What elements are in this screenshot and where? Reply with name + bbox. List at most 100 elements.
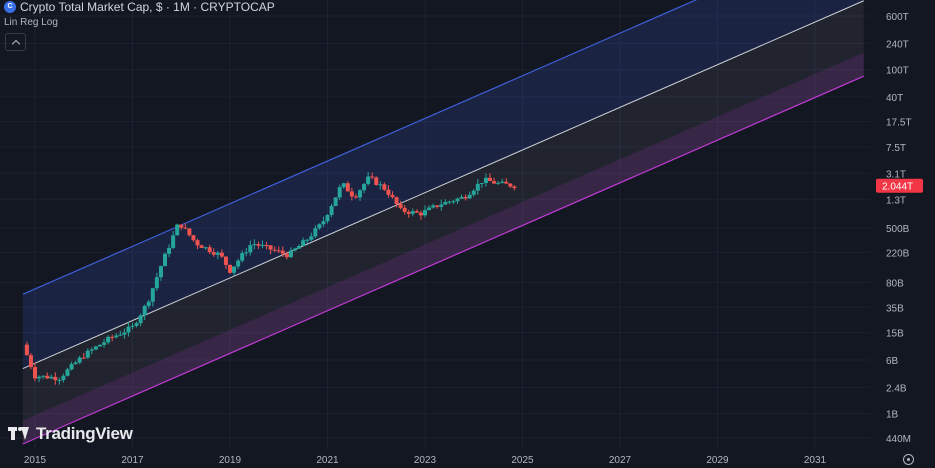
candle-body (142, 305, 147, 316)
candle-body (500, 181, 505, 183)
candle-body (228, 264, 232, 273)
candle-body (175, 224, 180, 236)
candle-body (215, 252, 220, 255)
candle-body (475, 183, 480, 191)
y-axis-label: 15B (886, 329, 904, 340)
symbol-title[interactable]: Crypto Total Market Cap, $ · 1M · CRYPTO… (20, 0, 275, 14)
candle-body (504, 181, 509, 184)
x-axis-label: 2027 (609, 455, 632, 466)
candle-body (73, 362, 78, 365)
settings-gear-icon[interactable] (903, 454, 914, 465)
candle-body (85, 350, 90, 358)
candle-body (150, 288, 155, 302)
x-axis-label: 2025 (511, 455, 534, 466)
candle-body (236, 260, 241, 267)
candle-body (41, 375, 46, 377)
candle-body (130, 325, 135, 327)
candle-body (93, 346, 98, 350)
y-axis-label: 6B (886, 356, 899, 367)
candle-body (463, 196, 468, 199)
candle-body (483, 177, 488, 184)
upper-band-line (22, 0, 698, 295)
candle-body (293, 248, 297, 251)
candle-body (183, 227, 188, 229)
y-axis-label: 220B (886, 248, 910, 259)
y-axis-label: 40T (886, 93, 903, 104)
candle-body (110, 336, 115, 338)
candle-body (89, 349, 94, 351)
y-axis-label: 240T (886, 39, 909, 50)
y-axis-label: 100T (886, 66, 909, 77)
candle-body (358, 190, 362, 198)
candle-body (418, 212, 423, 216)
candle-body (374, 177, 379, 185)
chevron-up-icon (11, 39, 20, 48)
regression-midline (22, 0, 864, 369)
candle-body (471, 190, 476, 195)
candle-body (138, 315, 143, 324)
candle-body (398, 204, 403, 208)
candle-body (276, 250, 281, 252)
candle-body (402, 207, 407, 212)
candle-body (321, 221, 326, 225)
candle-body (69, 364, 74, 370)
x-axis-label: 2029 (706, 455, 729, 466)
candle-body (427, 207, 432, 211)
candle-body (390, 194, 395, 198)
candle-body (362, 184, 367, 191)
candle-body (435, 205, 440, 207)
candle-body (126, 326, 131, 333)
candle-body (353, 196, 358, 198)
candle-body (447, 201, 452, 203)
candle-body (301, 240, 306, 246)
lower-band-fill (22, 0, 864, 444)
candle-body (171, 235, 176, 248)
candle-body (45, 375, 50, 379)
candle-body (260, 245, 265, 247)
candle-body (479, 183, 484, 185)
candle-body (219, 252, 224, 257)
candle-body (134, 323, 139, 326)
y-axis-label: 500B (886, 224, 910, 235)
y-axis-label: 600T (886, 12, 909, 23)
candle-body (406, 211, 411, 214)
candle-body (268, 245, 273, 250)
candle-body (297, 245, 302, 249)
y-axis-label: 17.5T (886, 118, 912, 129)
x-axis-label: 2023 (414, 455, 437, 466)
y-axis-label: 35B (886, 303, 904, 314)
x-axis-label: 2019 (219, 455, 242, 466)
x-axis-label: 2015 (24, 455, 47, 466)
candle-body (488, 177, 492, 182)
candle-body (179, 224, 184, 228)
candle-body (33, 367, 37, 379)
indicator-label[interactable]: Lin Reg Log (4, 17, 58, 28)
y-axis-label: 3.1T (886, 169, 906, 180)
candle-body (28, 355, 33, 368)
y-axis-label: 1.3T (886, 195, 906, 206)
candle-body (317, 224, 322, 229)
candle-body (431, 205, 436, 208)
candle-body (252, 244, 257, 246)
candle-body (146, 301, 151, 306)
candle-body (455, 198, 460, 202)
candle-body (378, 184, 383, 186)
candle-body (337, 187, 342, 198)
candle-body (49, 376, 54, 379)
candle-body (207, 247, 212, 253)
candle-body (199, 245, 204, 248)
candle-body (394, 197, 399, 205)
candle-body (325, 214, 330, 222)
candle-body (106, 336, 111, 343)
candle-body (492, 181, 497, 184)
candle-body (195, 240, 200, 246)
candle-body (118, 334, 123, 336)
crypto-cap-icon: C (4, 1, 16, 13)
candle-body (496, 182, 501, 184)
collapse-indicators-button[interactable] (5, 33, 26, 51)
candle-body (443, 201, 448, 205)
x-axis-label: 2021 (316, 455, 339, 466)
candle-body (333, 197, 338, 206)
chart-header: C Crypto Total Market Cap, $ · 1M · CRYP… (4, 0, 275, 14)
